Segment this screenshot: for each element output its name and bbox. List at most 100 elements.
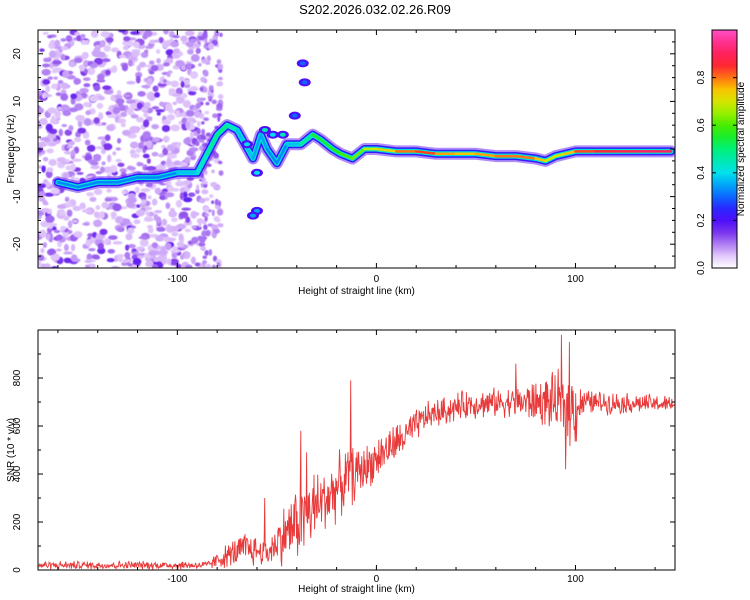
noise-speck <box>60 46 69 51</box>
noise-speck <box>217 160 223 165</box>
noise-speck <box>38 107 44 115</box>
y-tick-label: 800 <box>12 369 23 386</box>
noise-speck <box>185 120 191 129</box>
ridge-core-segment <box>275 142 289 165</box>
noise-speck <box>74 31 81 36</box>
noise-speck <box>150 64 159 72</box>
noise-speck <box>41 68 51 76</box>
noise-speck <box>97 136 107 140</box>
ridge-core-segment <box>544 154 557 163</box>
noise-speck <box>151 198 158 206</box>
noise-speck <box>102 143 113 151</box>
noise-speck <box>191 225 197 229</box>
x-tick-label: -100 <box>167 574 187 585</box>
noise-speck <box>151 106 160 110</box>
noise-speck <box>148 70 155 75</box>
noise-speck <box>80 34 86 39</box>
noise-speck <box>48 248 56 255</box>
noise-speck <box>151 151 159 157</box>
noise-speck <box>212 264 217 268</box>
noise-speck <box>136 246 145 251</box>
noise-speck <box>40 265 47 268</box>
noise-speck <box>202 220 207 225</box>
noise-speck <box>169 258 179 266</box>
noise-speck <box>166 258 172 265</box>
noise-speck <box>49 39 56 48</box>
noise-speck <box>133 219 141 225</box>
noise-speck <box>112 203 122 212</box>
noise-speck <box>167 185 174 192</box>
noise-speck <box>66 201 72 208</box>
ridge-core-segment <box>116 176 139 184</box>
noise-speck <box>205 101 210 106</box>
noise-speck <box>102 58 111 63</box>
noise-speck <box>198 139 205 143</box>
noise-speck <box>215 205 220 210</box>
spectral-blob-core <box>279 132 286 137</box>
noise-speck <box>64 196 70 202</box>
noise-speck <box>211 209 215 217</box>
noise-speck <box>201 77 205 83</box>
noise-speck <box>112 106 121 115</box>
noise-speck <box>178 233 184 241</box>
noise-speck <box>179 187 186 193</box>
noise-speck <box>114 94 123 100</box>
noise-speck <box>158 37 164 44</box>
noise-speck <box>83 101 91 108</box>
noise-speck <box>65 35 73 42</box>
noise-speck <box>122 93 131 98</box>
colorbar-label: Normalized spectral amplitude <box>736 81 747 216</box>
noise-speck <box>105 197 113 202</box>
noise-speck <box>142 153 150 159</box>
noise-speck <box>211 99 217 105</box>
noise-speck <box>93 211 99 218</box>
x-tick-label: 0 <box>374 274 380 285</box>
noise-speck <box>161 218 168 226</box>
noise-speck <box>154 92 160 98</box>
noise-speck <box>83 83 91 88</box>
noise-speck <box>53 229 61 234</box>
noise-speck <box>45 181 51 188</box>
noise-speck <box>87 67 96 76</box>
noise-speck <box>184 30 195 37</box>
noise-speck <box>39 137 49 141</box>
noise-speck <box>217 208 223 214</box>
noise-speck <box>204 250 210 256</box>
noise-speck <box>190 210 198 219</box>
noise-speck <box>65 165 73 171</box>
noise-speck <box>152 137 160 142</box>
noise-speck <box>171 231 179 237</box>
noise-speck <box>38 260 42 268</box>
noise-speck <box>212 113 219 119</box>
noise-speck <box>155 235 165 242</box>
noise-speck <box>129 103 139 110</box>
noise-speck <box>170 124 181 132</box>
noise-speck <box>42 79 51 85</box>
noise-speck <box>166 73 171 77</box>
ridge-core-segment <box>375 147 398 153</box>
noise-speck <box>202 255 208 260</box>
noise-speck <box>203 183 208 188</box>
noise-speck <box>126 202 136 208</box>
noise-speck <box>136 102 143 110</box>
noise-speck <box>172 101 178 106</box>
noise-speck <box>56 106 63 111</box>
noise-speck <box>98 112 104 121</box>
spectral-blob-core <box>299 61 306 66</box>
noise-speck <box>125 244 130 251</box>
noise-speck <box>115 216 123 224</box>
spectral-blob-core <box>291 113 298 118</box>
colorbar-tick-label: 0.6 <box>696 118 707 132</box>
noise-speck <box>82 222 90 226</box>
noise-speck <box>126 107 134 116</box>
x-tick-label: 100 <box>567 274 584 285</box>
noise-speck <box>51 69 58 74</box>
y-tick-label: 0 <box>12 567 23 573</box>
noise-speck <box>186 62 192 70</box>
noise-speck <box>115 158 122 163</box>
spectrogram-y-axis-label: Frequency (Hz) <box>6 115 17 184</box>
noise-speck <box>110 196 119 202</box>
noise-speck <box>99 228 108 236</box>
noise-speck <box>137 91 146 97</box>
noise-speck <box>74 57 83 63</box>
